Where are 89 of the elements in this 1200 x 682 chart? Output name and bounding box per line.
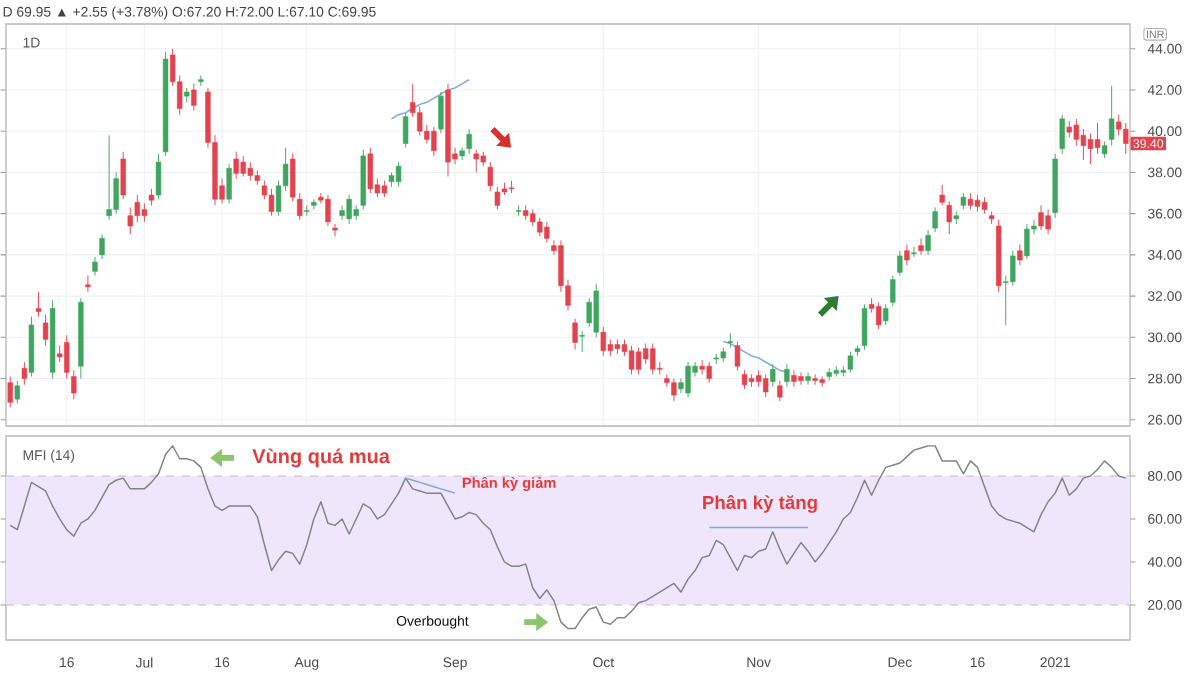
candlestick bbox=[487, 161, 494, 192]
candlestick bbox=[883, 303, 889, 326]
candlestick bbox=[593, 283, 599, 338]
candlestick bbox=[42, 314, 49, 347]
candlestick bbox=[233, 151, 239, 180]
candlestick bbox=[155, 153, 162, 200]
candlestick bbox=[494, 186, 501, 210]
candlestick bbox=[438, 91, 444, 134]
candlestick bbox=[14, 380, 20, 404]
candlestick bbox=[92, 256, 98, 276]
candlestick bbox=[35, 291, 42, 318]
line-series bbox=[404, 477, 456, 494]
candlestick bbox=[946, 200, 952, 235]
candlestick bbox=[191, 83, 197, 112]
candlestick bbox=[120, 151, 126, 200]
candlestick bbox=[7, 376, 13, 408]
candlestick bbox=[339, 204, 345, 221]
candlestick bbox=[897, 250, 903, 276]
candlestick bbox=[466, 128, 472, 155]
candlestick bbox=[1073, 118, 1080, 147]
candlestick bbox=[671, 378, 677, 402]
candlestick bbox=[473, 149, 479, 173]
candlestick bbox=[890, 275, 896, 307]
candlestick bbox=[1024, 223, 1030, 260]
candlestick bbox=[1094, 122, 1101, 155]
annotation: Phân kỳ tăng bbox=[703, 494, 817, 513]
candlestick bbox=[537, 217, 543, 237]
candlestick bbox=[1059, 114, 1065, 155]
candlestick bbox=[600, 326, 606, 357]
candlestick bbox=[763, 373, 769, 398]
candlestick bbox=[628, 345, 635, 375]
candlestick bbox=[325, 194, 331, 227]
candlestick bbox=[515, 204, 522, 217]
candlestick bbox=[332, 223, 338, 237]
candlestick bbox=[572, 318, 578, 351]
candlestick bbox=[226, 163, 232, 204]
candlestick bbox=[791, 369, 797, 388]
candlestick bbox=[727, 332, 734, 349]
candlestick bbox=[85, 275, 91, 293]
candlestick bbox=[939, 184, 945, 206]
candlestick bbox=[268, 188, 275, 217]
line-series bbox=[390, 78, 470, 120]
candlestick bbox=[395, 161, 402, 188]
candlestick bbox=[99, 233, 105, 260]
candlestick bbox=[861, 303, 868, 351]
candlestick bbox=[784, 363, 790, 388]
candlestick bbox=[198, 75, 204, 87]
candlestick bbox=[240, 155, 246, 177]
candlestick bbox=[650, 343, 656, 375]
candlestick bbox=[1010, 250, 1016, 287]
candlestick bbox=[1108, 85, 1115, 147]
candlestick bbox=[579, 330, 585, 353]
candlestick bbox=[685, 361, 691, 398]
annotation: Vùng quá mua bbox=[252, 448, 391, 468]
candlestick bbox=[1038, 204, 1044, 231]
candlestick bbox=[1045, 209, 1051, 235]
candlestick bbox=[1017, 244, 1023, 266]
candlestick bbox=[586, 297, 592, 328]
candlestick bbox=[28, 316, 35, 377]
candlestick bbox=[798, 371, 804, 386]
candlestick bbox=[770, 363, 776, 388]
candlestick bbox=[141, 202, 148, 223]
candlestick bbox=[367, 147, 373, 194]
candlestick bbox=[417, 105, 423, 136]
candlestick bbox=[247, 161, 253, 182]
candlestick bbox=[925, 229, 931, 256]
candlestick bbox=[21, 361, 28, 386]
candlestick bbox=[635, 347, 642, 375]
candlestick bbox=[777, 380, 783, 402]
candlestick bbox=[106, 134, 112, 221]
candlestick bbox=[847, 351, 854, 373]
candlestick bbox=[431, 126, 437, 157]
candlestick bbox=[932, 206, 938, 233]
candlestick bbox=[643, 343, 649, 365]
candlestick bbox=[544, 221, 550, 243]
candlestick bbox=[918, 237, 924, 256]
candlestick bbox=[875, 301, 882, 330]
candlestick bbox=[127, 206, 133, 235]
candlestick bbox=[402, 112, 409, 149]
candlestick bbox=[699, 359, 705, 375]
candlestick bbox=[911, 246, 917, 258]
candlestick bbox=[346, 194, 352, 225]
candlestick bbox=[812, 373, 818, 386]
candlestick bbox=[734, 340, 741, 371]
candlestick bbox=[706, 361, 712, 384]
candlestick bbox=[304, 204, 310, 217]
candlestick bbox=[741, 369, 748, 390]
candlestick bbox=[805, 371, 811, 386]
candlestick bbox=[904, 244, 910, 266]
